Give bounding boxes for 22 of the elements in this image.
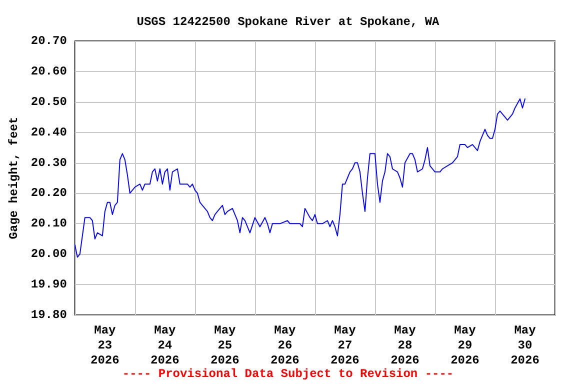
y-tick-label: 20.10 [30,216,67,231]
y-tick-label: 19.90 [30,278,67,292]
y-tick-label: 20.70 [30,34,67,48]
line-series [74,98,526,258]
y-tick-label: 20.20 [30,186,67,200]
x-tick-label: May 25 2026 [210,324,240,368]
x-tick-label: May 29 2026 [450,324,480,368]
text: ---- Provisional Data Subject to Revision ---- [122,367,454,381]
x-tick-label: May 26 2026 [270,324,300,368]
y-tick-label: 19.80 [30,308,67,322]
chart-title: USGS 12422500 Spokane River at Spokane, WA [136,15,440,29]
x-tick-label: May 27 2026 [330,324,360,368]
x-tick-label: May 30 2026 [510,324,540,368]
y-tick-label: 20.40 [30,125,67,140]
y-tick-label: 20.00 [30,247,67,262]
x-tick-label: May 23 2026 [90,324,120,368]
x-tick-label: May 24 2026 [150,324,180,368]
x-tick-label: May 28 2026 [390,324,420,368]
y-tick-label: 20.60 [30,64,67,78]
y-tick-label: 20.50 [30,94,67,109]
y-axis-title: Gage height, feet [7,116,21,240]
y-tick-label: 20.30 [30,156,67,170]
